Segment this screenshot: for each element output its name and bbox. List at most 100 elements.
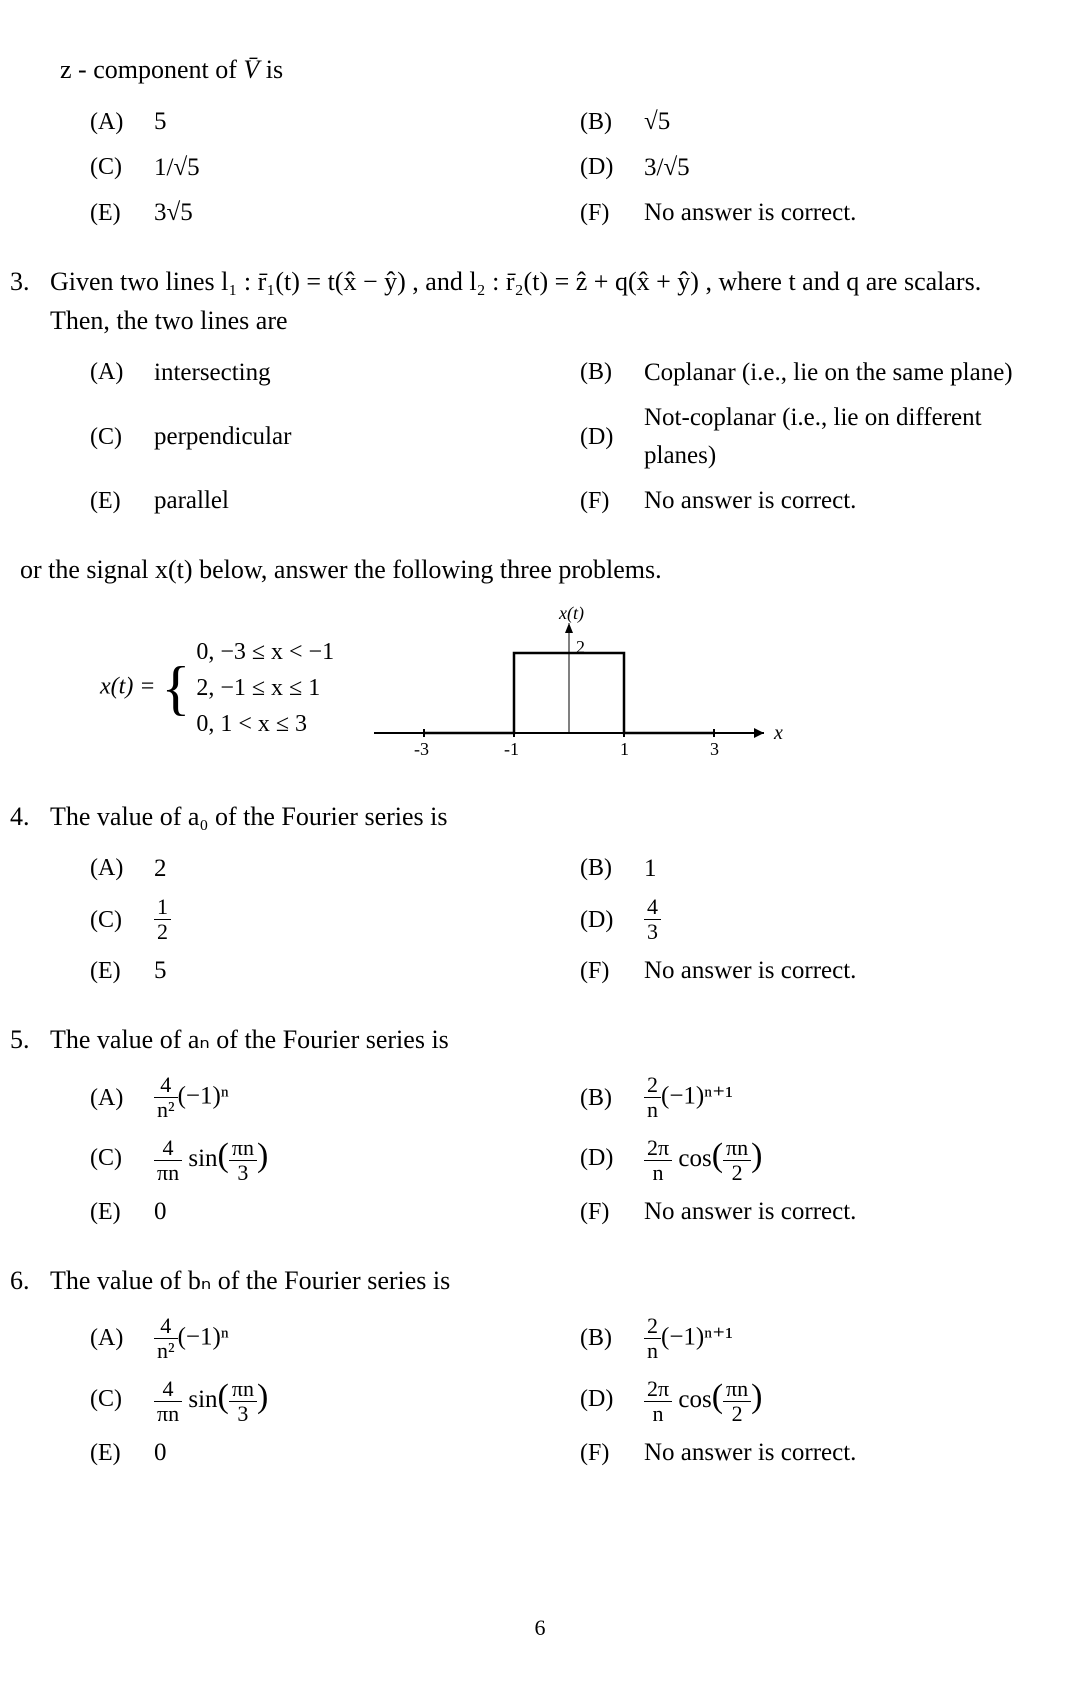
q3-options: (A) intersecting (B)Coplanar (i.e., lie o… [60, 354, 1040, 520]
stem-suffix: is [259, 55, 283, 84]
q2b-options: (A)5 (B)√5 (C)1/√5 (D)3/√5 (E)3√5 (F)No … [60, 103, 1040, 232]
option-A: (A) intersecting [90, 354, 550, 392]
option-E: (E)0 [90, 1434, 550, 1472]
opt-label: (B) [580, 104, 624, 140]
opt-label: (F) [580, 1435, 624, 1471]
frac-4-3: 43 [644, 895, 661, 944]
q6-options: (A) 4n²(−1)ⁿ (B) 2n(−1)ⁿ⁺¹ (C) 4πn sin(π… [60, 1314, 1040, 1472]
opt-label: (F) [580, 1194, 624, 1230]
opt-label: (B) [580, 1320, 624, 1356]
opt-text: 3/√5 [644, 149, 690, 187]
page-number: 6 [535, 1611, 546, 1644]
opt-label: (D) [580, 419, 624, 455]
option-D: (D) 2πn cos(πn2) [580, 1371, 1040, 1426]
opt-label: (E) [90, 1194, 134, 1230]
formula-A: 4n²(−1)ⁿ [154, 1073, 229, 1122]
option-D: (D) 3/√5 [580, 149, 1040, 187]
option-F: (F)No answer is correct. [580, 1193, 1040, 1231]
option-F: (F) No answer is correct. [580, 952, 1040, 990]
option-C: (C)perpendicular [90, 399, 550, 474]
option-E: (E)0 [90, 1193, 550, 1231]
q6-stem: The value of bₙ of the Fourier series is [50, 1261, 1040, 1300]
opt-text: No answer is correct. [644, 1434, 856, 1472]
opt-label: (B) [580, 1080, 624, 1116]
opt-label: (A) [90, 1080, 134, 1116]
opt-text: intersecting [154, 354, 271, 392]
tick-3: 3 [710, 739, 719, 759]
opt-text: perpendicular [154, 418, 291, 456]
piecewise-def: x(t) = { 0, −3 ≤ x < −1 2, −1 ≤ x ≤ 1 0,… [60, 634, 334, 742]
opt-label: (A) [90, 850, 134, 886]
row-3: 0, 1 < x ≤ 3 [196, 706, 334, 742]
option-A: (A) 5 [90, 103, 550, 141]
option-F: (F)No answer is correct. [580, 482, 1040, 520]
opt-label: (C) [90, 1140, 134, 1176]
opt-text: 1 [644, 850, 657, 888]
opt-label: (C) [90, 902, 134, 938]
formula-D: 2πn cos(πn2) [644, 1371, 762, 1426]
opt-text: Not-coplanar (i.e., lie on different pla… [644, 399, 1040, 474]
signal-figure-row: x(t) = { 0, −3 ≤ x < −1 2, −1 ≤ x ≤ 1 0,… [60, 603, 1040, 773]
q4-number: 4. [10, 797, 50, 836]
option-B: (B) 2n(−1)ⁿ⁺¹ [580, 1314, 1040, 1363]
opt-label: (E) [90, 1435, 134, 1471]
tick-neg1: -1 [504, 739, 519, 759]
signal-intro: or the signal x(t) below, answer the fol… [20, 550, 1040, 589]
q5-stem: The value of aₙ of the Fourier series is [50, 1020, 1040, 1059]
y-value-2: 2 [576, 637, 585, 657]
opt-label: (E) [90, 953, 134, 989]
option-C: (C) 1/√5 [90, 149, 550, 187]
opt-text: No answer is correct. [644, 952, 856, 990]
option-B: (B) 1 [580, 850, 1040, 888]
option-E: (E) 3√5 [90, 194, 550, 232]
opt-label: (B) [580, 354, 624, 390]
opt-text: 5 [154, 103, 167, 141]
frac-1-2: 12 [154, 895, 171, 944]
opt-label: (D) [580, 149, 624, 185]
option-F: (F)No answer is correct. [580, 194, 1040, 232]
q3-number: 3. [10, 262, 50, 301]
opt-text: 3√5 [154, 194, 193, 232]
q6-number: 6. [10, 1261, 50, 1300]
formula-C: 4πn sin(πn3) [154, 1130, 268, 1185]
option-D: (D) 43 [580, 895, 1040, 944]
opt-label: (A) [90, 104, 134, 140]
row-1: 0, −3 ≤ x < −1 [196, 634, 334, 670]
formula-B: 2n(−1)ⁿ⁺¹ [644, 1314, 733, 1363]
opt-label: (F) [580, 953, 624, 989]
option-A: (A)2 [90, 850, 550, 888]
tick-1: 1 [620, 739, 629, 759]
opt-label: (C) [90, 149, 134, 185]
opt-text: No answer is correct. [644, 194, 856, 232]
option-C: (C) 12 [90, 895, 550, 944]
opt-label: (D) [580, 902, 624, 938]
piecewise-head: x(t) = [100, 673, 162, 699]
opt-label: (E) [90, 195, 134, 231]
opt-label: (A) [90, 354, 134, 390]
option-F: (F) No answer is correct. [580, 1434, 1040, 1472]
q4-stem: The value of a₀ of the Fourier series is [50, 797, 1040, 836]
q5-options: (A) 4n²(−1)ⁿ (B) 2n(−1)ⁿ⁺¹ (C) 4πn sin(π… [60, 1073, 1040, 1231]
opt-label: (B) [580, 850, 624, 886]
opt-text: 5 [154, 952, 167, 990]
vector-V: V̄ [243, 55, 259, 84]
question-2-tail: z - component of V̄ is (A)5 (B)√5 (C)1/√… [60, 50, 1040, 232]
tick-neg3: -3 [414, 739, 429, 759]
opt-text: 1/√5 [154, 149, 200, 187]
option-B: (B)Coplanar (i.e., lie on the same plane… [580, 354, 1040, 392]
q4-options: (A)2 (B) 1 (C) 12 (D) 43 (E) 5 (F) No answer … [60, 850, 1040, 990]
stem-text: z - component of [60, 55, 243, 84]
formula-A: 4n²(−1)ⁿ [154, 1314, 229, 1363]
option-C: (C) 4πn sin(πn3) [90, 1130, 550, 1185]
row-2: 2, −1 ≤ x ≤ 1 [196, 670, 334, 706]
option-D: (D) 2πn cos(πn2) [580, 1130, 1040, 1185]
opt-label: (C) [90, 1381, 134, 1417]
question-3: 3. Given two lines l₁ : r̄₁(t) = t(x̂ − … [60, 262, 1040, 520]
question-5: 5. The value of aₙ of the Fourier series… [60, 1020, 1040, 1231]
opt-label: (A) [90, 1320, 134, 1356]
formula-C: 4πn sin(πn3) [154, 1371, 268, 1426]
option-D: (D) Not-coplanar (i.e., lie on different … [580, 399, 1040, 474]
opt-label: (D) [580, 1381, 624, 1417]
opt-text: No answer is correct. [644, 482, 856, 520]
formula-B: 2n(−1)ⁿ⁺¹ [644, 1073, 733, 1122]
